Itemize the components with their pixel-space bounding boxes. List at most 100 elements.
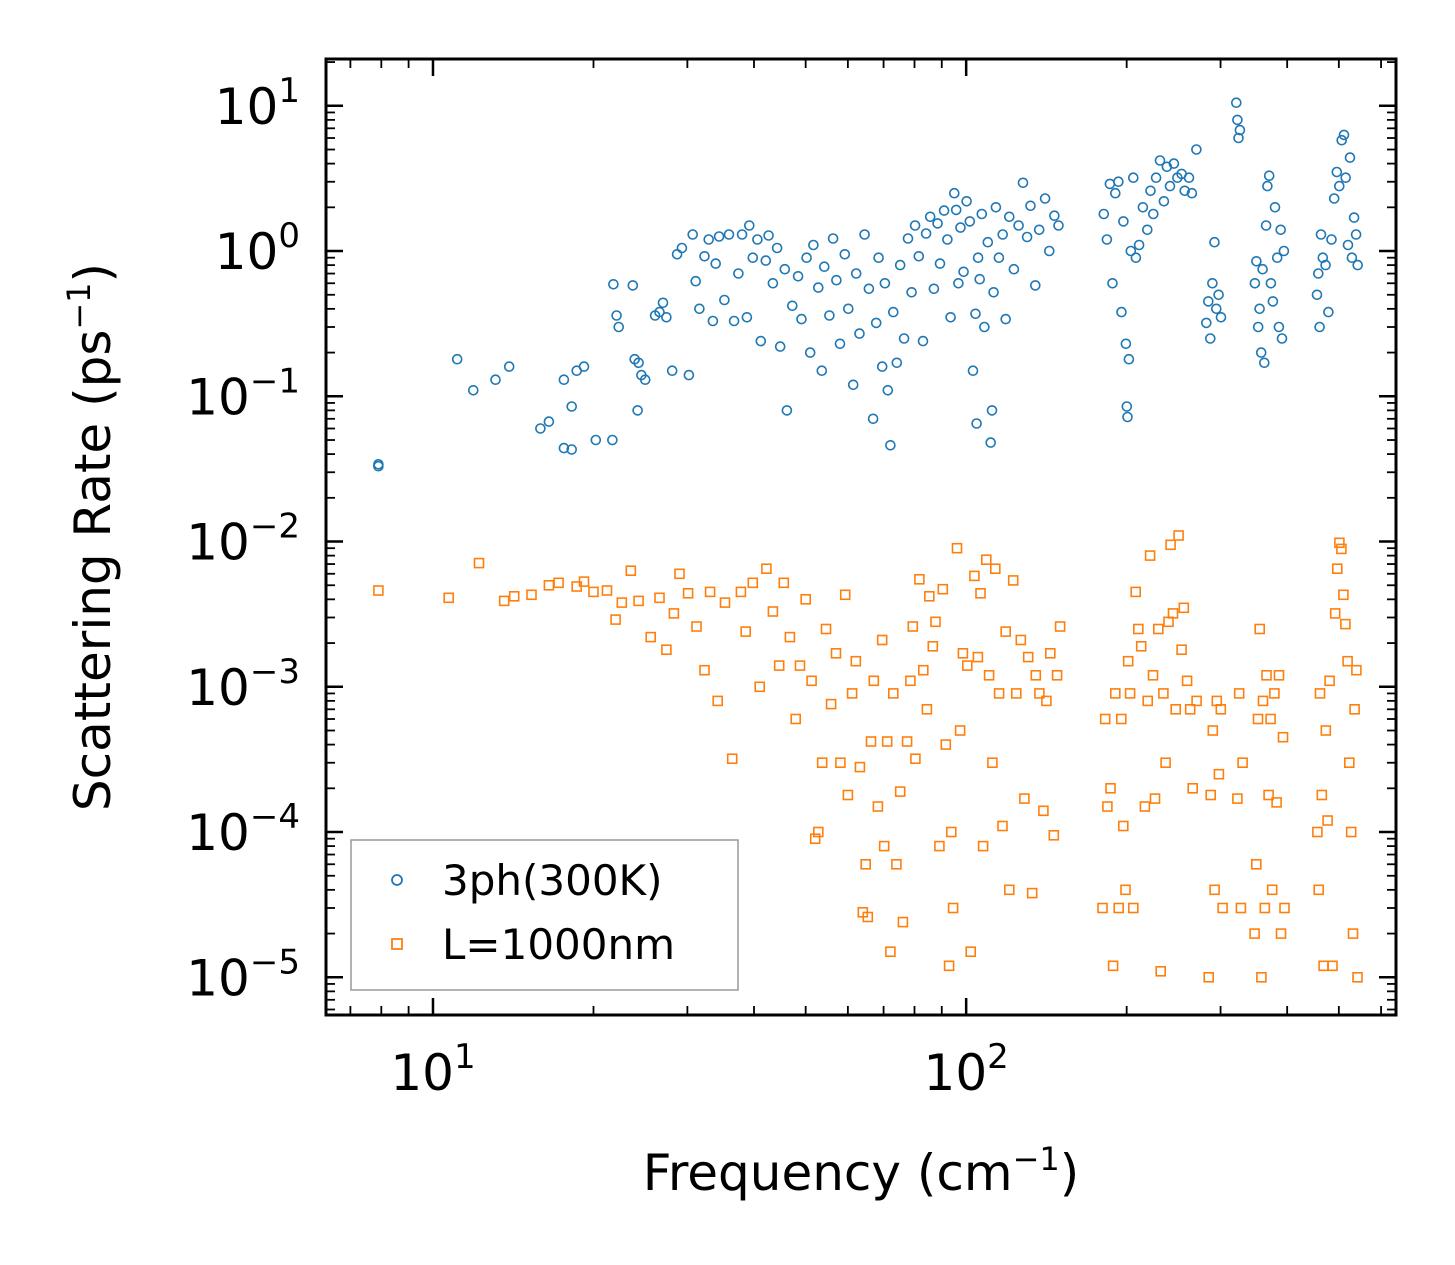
point-l1000nm-12 xyxy=(610,614,621,625)
point-l1000nm-194 xyxy=(1342,655,1353,667)
point-3ph-64 xyxy=(812,282,824,293)
point-3ph-67 xyxy=(824,310,835,321)
point-3ph-213 xyxy=(1344,152,1356,163)
y-tick-label: 10−3 xyxy=(186,652,300,717)
point-l1000nm-131 xyxy=(1142,695,1153,707)
point-l1000nm-103 xyxy=(1019,793,1030,804)
point-l1000nm-34 xyxy=(773,660,785,671)
point-l1000nm-2 xyxy=(473,557,485,569)
point-l1000nm-9 xyxy=(578,576,590,587)
point-3ph-61 xyxy=(801,252,812,264)
point-3ph-166 xyxy=(1186,187,1198,199)
point-3ph-171 xyxy=(1207,277,1218,289)
point-3ph-155 xyxy=(1148,208,1159,220)
point-l1000nm-76 xyxy=(930,616,941,628)
point-3ph-114 xyxy=(976,208,988,220)
point-l1000nm-198 xyxy=(1349,703,1360,715)
point-l1000nm-7 xyxy=(553,577,564,589)
point-3ph-24 xyxy=(636,369,647,381)
point-3ph-148 xyxy=(1125,245,1137,257)
point-l1000nm-166 xyxy=(1256,971,1267,983)
point-l1000nm-21 xyxy=(682,587,694,599)
point-l1000nm-74 xyxy=(923,590,935,602)
point-l1000nm-180 xyxy=(1313,884,1324,896)
point-3ph-130 xyxy=(1030,280,1041,291)
point-3ph-211 xyxy=(1340,172,1351,183)
point-3ph-44 xyxy=(733,268,744,279)
point-l1000nm-37 xyxy=(790,713,802,725)
point-3ph-217 xyxy=(1352,259,1363,271)
point-3ph-133 xyxy=(1044,245,1055,257)
point-l1000nm-157 xyxy=(1217,902,1228,914)
point-3ph-106 xyxy=(958,266,969,278)
point-3ph-36 xyxy=(699,250,710,262)
point-l1000nm-32 xyxy=(761,563,772,575)
y-tick-label: 10−5 xyxy=(186,942,300,1007)
x-axis-label: Frequency (cm−1) xyxy=(643,1140,1080,1202)
point-l1000nm-92 xyxy=(980,554,992,566)
point-3ph-120 xyxy=(990,202,1002,213)
point-l1000nm-184 xyxy=(1320,725,1332,736)
point-l1000nm-156 xyxy=(1215,703,1227,715)
point-3ph-56 xyxy=(779,263,791,275)
point-3ph-79 xyxy=(870,317,882,329)
point-3ph-169 xyxy=(1203,296,1214,307)
point-3ph-95 xyxy=(924,211,936,223)
point-l1000nm-18 xyxy=(661,644,672,656)
point-3ph-69 xyxy=(831,274,842,286)
point-3ph-149 xyxy=(1128,172,1139,183)
point-3ph-108 xyxy=(964,216,976,227)
point-l1000nm-69 xyxy=(907,621,919,632)
point-3ph-103 xyxy=(950,204,962,216)
point-3ph-14 xyxy=(590,434,602,446)
point-3ph-195 xyxy=(1275,224,1286,236)
point-l1000nm-160 xyxy=(1235,902,1247,914)
point-3ph-86 xyxy=(891,357,903,369)
point-l1000nm-188 xyxy=(1329,608,1341,619)
point-l1000nm-127 xyxy=(1130,586,1141,598)
point-3ph-182 xyxy=(1252,321,1264,333)
point-l1000nm-55 xyxy=(862,911,874,923)
point-3ph-136 xyxy=(1098,208,1110,220)
point-l1000nm-39 xyxy=(800,593,812,605)
point-3ph-87 xyxy=(894,259,906,271)
point-3ph-186 xyxy=(1259,357,1270,369)
point-l1000nm-88 xyxy=(969,570,980,582)
point-3ph-71 xyxy=(839,249,851,260)
point-l1000nm-93 xyxy=(983,669,995,681)
point-3ph-183 xyxy=(1254,303,1265,315)
point-3ph-62 xyxy=(804,347,816,358)
point-3ph-101 xyxy=(945,311,956,323)
point-l1000nm-168 xyxy=(1259,902,1271,914)
point-l1000nm-90 xyxy=(975,587,986,599)
point-3ph-200 xyxy=(1314,321,1325,333)
point-l1000nm-95 xyxy=(989,563,1001,575)
point-l1000nm-106 xyxy=(1030,669,1042,681)
point-l1000nm-133 xyxy=(1147,669,1159,681)
point-l1000nm-171 xyxy=(1265,713,1276,725)
point-3ph-16 xyxy=(608,278,619,290)
point-3ph-147 xyxy=(1123,353,1135,365)
point-3ph-12 xyxy=(566,444,578,455)
point-l1000nm-137 xyxy=(1158,688,1169,699)
legend: 3ph(300K) L=1000nm xyxy=(350,839,739,991)
point-3ph-110 xyxy=(970,308,981,320)
point-l1000nm-189 xyxy=(1332,563,1343,575)
point-l1000nm-17 xyxy=(654,592,665,604)
point-l1000nm-60 xyxy=(878,840,890,852)
point-l1000nm-149 xyxy=(1191,695,1202,707)
point-3ph-109 xyxy=(967,365,979,377)
point-3ph-167 xyxy=(1191,144,1202,155)
point-3ph-51 xyxy=(760,255,772,266)
point-l1000nm-175 xyxy=(1273,669,1285,681)
point-3ph-180 xyxy=(1249,277,1261,289)
point-l1000nm-178 xyxy=(1279,902,1290,914)
point-3ph-28 xyxy=(661,311,672,323)
point-l1000nm-138 xyxy=(1160,757,1171,769)
point-l1000nm-40 xyxy=(806,675,817,687)
y-tick-label: 10−4 xyxy=(186,797,300,862)
data-points-layer xyxy=(373,97,1363,983)
point-l1000nm-132 xyxy=(1144,550,1156,561)
point-l1000nm-48 xyxy=(839,589,851,601)
point-3ph-8 xyxy=(558,374,570,386)
